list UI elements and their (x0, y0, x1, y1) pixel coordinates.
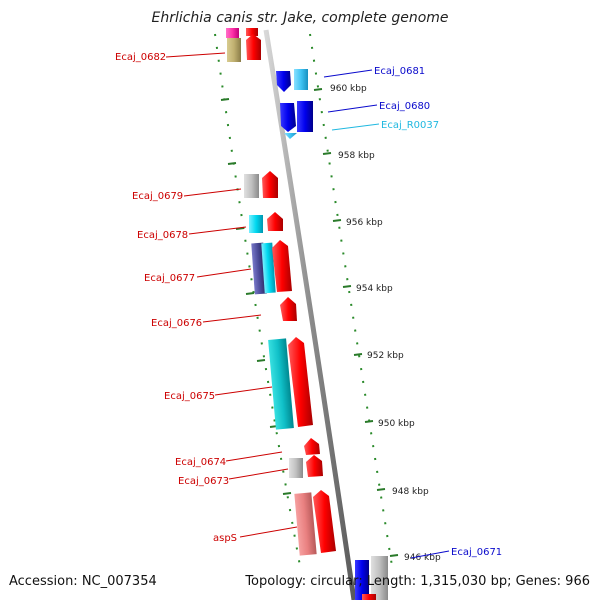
tick-label-948: 948 kbp (392, 487, 429, 497)
gene-label-ecaj-0680[interactable]: Ecaj_0680 (379, 101, 430, 112)
gene-feature-ecaj-0679-gray[interactable] (244, 174, 259, 198)
gene-feature-ecaj-0680-a[interactable] (280, 103, 296, 132)
gene-label-asps[interactable]: aspS (213, 533, 237, 544)
gene-label-ecaj-r0037[interactable]: Ecaj_R0037 (381, 120, 439, 131)
gene-feature-ecaj-0681-a[interactable] (276, 71, 291, 92)
gene-feature-ecaj-0674-red[interactable] (304, 438, 320, 455)
gene-label-ecaj-0678[interactable]: Ecaj_0678 (137, 230, 188, 241)
gene-feature-red-top1[interactable] (246, 28, 258, 36)
gene-label-ecaj-0677[interactable]: Ecaj_0677 (144, 273, 195, 284)
gene-feature-ecaj-0675-red[interactable] (288, 337, 313, 427)
tick-label-958: 958 kbp (338, 151, 375, 161)
tick-label-956: 956 kbp (346, 218, 383, 228)
gene-feature-ecaj-0678-cyan[interactable] (249, 215, 263, 233)
gene-feature-asps-pink[interactable] (294, 492, 317, 556)
tick-label-960: 960 kbp (330, 84, 367, 94)
gene-feature-ecaj-0673-gray[interactable] (289, 458, 303, 478)
tick-label-950: 950 kbp (378, 419, 415, 429)
gene-feature-ecaj-0671-blue[interactable] (355, 560, 369, 600)
gene-feature-ecaj-r0037[interactable] (284, 133, 297, 139)
gene-label-ecaj-0679[interactable]: Ecaj_0679 (132, 191, 183, 202)
gene-feature-red-top2[interactable] (246, 34, 261, 60)
gene-feature-ecaj-0673-red[interactable] (306, 455, 323, 477)
gene-feature-ecaj-0681-b[interactable] (294, 69, 308, 90)
topology-text: Topology: circular; Length: 1,315,030 bp… (245, 574, 590, 589)
left-leader-lines (165, 52, 298, 538)
outer-dotted-ring (309, 33, 393, 567)
gene-feature-ecaj-0671-red[interactable] (362, 594, 376, 600)
gene-label-ecaj-0675[interactable]: Ecaj_0675 (164, 391, 215, 402)
gene-label-ecaj-0681[interactable]: Ecaj_0681 (374, 66, 425, 77)
tick-label-954: 954 kbp (356, 284, 393, 294)
right-leader-lines (323, 69, 450, 559)
gene-feature-ecaj-0682[interactable] (227, 38, 241, 62)
gene-label-ecaj-0676[interactable]: Ecaj_0676 (151, 318, 202, 329)
gene-label-ecaj-0674[interactable]: Ecaj_0674 (175, 457, 226, 468)
accession-text: Accession: NC_007354 (9, 574, 157, 589)
gene-label-ecaj-0671[interactable]: Ecaj_0671 (451, 547, 502, 558)
tick-label-952: 952 kbp (367, 351, 404, 361)
gene-feature-ecaj-0678-red[interactable] (267, 212, 283, 231)
map-title: Ehrlichia canis str. Jake, complete geno… (151, 10, 449, 26)
gene-label-ecaj-0673[interactable]: Ecaj_0673 (178, 476, 229, 487)
genome-backbone (263, 29, 357, 600)
gene-feature-ecaj-0680-b[interactable] (297, 101, 313, 132)
gene-feature-ecaj-0677-cyan[interactable] (261, 242, 276, 294)
gene-feature-asps-red[interactable] (313, 490, 336, 553)
gene-feature-ecaj-0677-red[interactable] (272, 240, 292, 292)
tick-label-946: 946 kbp (404, 553, 441, 563)
gene-feature-ecaj-0675-teal[interactable] (268, 338, 294, 430)
gene-feature-ecaj-0676-red[interactable] (280, 297, 297, 321)
gene-feature-ecaj-0679-red[interactable] (262, 171, 278, 198)
outer-ticks (313, 88, 399, 557)
inner-ticks (220, 98, 292, 495)
gene-label-ecaj-0682[interactable]: Ecaj_0682 (115, 52, 166, 63)
gene-feature-ecaj-0671-gray[interactable] (371, 556, 388, 600)
gene-feature-magenta[interactable] (226, 28, 239, 38)
